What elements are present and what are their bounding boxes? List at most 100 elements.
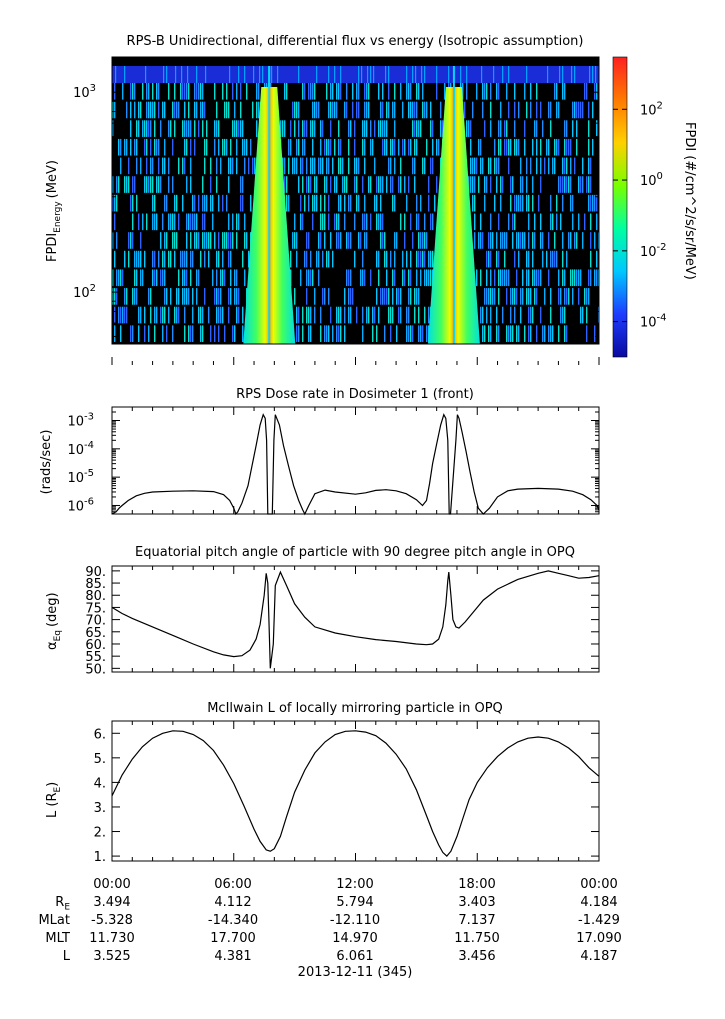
spectrogram-cell	[204, 101, 206, 119]
spectrogram-cell	[342, 157, 344, 175]
spectrogram-cell	[280, 120, 282, 137]
spectrogram-cell	[385, 66, 387, 83]
spectrogram-cell	[490, 213, 492, 231]
spectrogram-cell	[378, 250, 380, 268]
spectrogram-cell	[346, 101, 348, 119]
spectrogram-cell	[114, 250, 116, 268]
spectrogram-cell	[444, 83, 446, 100]
spectrogram-cell	[312, 101, 314, 119]
spectrogram-cell	[346, 83, 348, 100]
spectrogram-cell	[394, 232, 396, 249]
spectrogram-cell	[130, 83, 132, 100]
spectrogram-cell	[296, 306, 298, 324]
spectrogram-cell	[532, 269, 534, 287]
spectrogram-cell	[536, 157, 538, 175]
spectrogram-cell	[582, 232, 584, 249]
spectrogram-cell	[460, 66, 462, 83]
spectrogram-cell	[530, 101, 532, 119]
y-tick-label: 75.	[85, 601, 106, 616]
spectrogram-cell	[228, 101, 230, 119]
spectrogram-cell	[422, 157, 424, 175]
spectrogram-cell	[134, 288, 136, 305]
spectrogram-cell	[568, 288, 570, 305]
spectrogram-cell	[422, 83, 424, 100]
spectrogram-cell	[144, 176, 146, 193]
spectrogram-cell	[172, 138, 174, 156]
spectrogram-cell	[392, 306, 394, 324]
spectrogram-cell	[174, 194, 176, 212]
spectrogram-cell	[472, 101, 474, 119]
spectrogram-cell	[230, 138, 232, 156]
spectrogram-cell	[214, 288, 216, 305]
spectrogram-cell	[532, 194, 534, 212]
spectrogram-cell	[228, 176, 230, 193]
spectrogram-cell	[560, 306, 562, 324]
spectrogram-cell	[410, 269, 412, 287]
spectrogram-cell	[500, 176, 502, 193]
spectrogram-cell	[318, 101, 320, 119]
spectrogram-cell	[378, 120, 380, 137]
spectrogram-cell	[462, 83, 464, 100]
spectrogram-cell	[330, 176, 332, 193]
spectrogram-cell	[146, 176, 148, 193]
spectrogram-cell	[166, 66, 168, 83]
spectrogram-cell	[536, 101, 538, 119]
spectrogram-cell	[480, 232, 482, 249]
spectrogram-cell	[202, 306, 204, 324]
spectrogram-cell	[310, 306, 312, 324]
spectrogram-cell	[394, 269, 396, 287]
spectrogram-cell	[228, 250, 230, 268]
spectrogram-cell	[390, 325, 392, 342]
spectrogram-cell	[366, 306, 368, 324]
spectrogram-cell	[394, 250, 396, 268]
spectrogram-cell	[136, 157, 138, 175]
spectrogram-cell	[222, 269, 224, 287]
spectrogram-cell	[532, 306, 534, 324]
spectrogram-cell	[374, 157, 376, 175]
spectrogram-cell	[112, 120, 114, 137]
spectrogram-cell	[184, 269, 186, 287]
spectrogram-cell	[208, 306, 210, 324]
spectrogram-cell	[116, 176, 118, 193]
spectrogram-cell	[186, 288, 188, 305]
spectrogram-cell	[220, 269, 222, 287]
spectrogram-cell	[566, 138, 568, 156]
spectrogram-cell	[128, 157, 130, 175]
spectrogram-cell	[484, 176, 486, 193]
spectrogram-cell	[168, 157, 170, 175]
spectrogram-cell	[574, 269, 576, 287]
spectrogram-cell	[372, 325, 374, 342]
colorbar-frame	[612, 56, 628, 358]
spectrogram-cell	[420, 269, 422, 287]
spectrogram-cell	[216, 288, 218, 305]
spectrogram-cell	[510, 176, 512, 193]
spectrogram-cell	[326, 250, 328, 268]
spectrogram-cell	[304, 138, 306, 156]
spectrogram-cell	[526, 157, 528, 175]
spectrogram-cell	[556, 101, 558, 119]
spectrogram-cell	[490, 101, 492, 119]
spectrogram-cell	[116, 288, 118, 305]
spectrogram-cell	[128, 250, 130, 268]
spectrogram-cell	[506, 325, 508, 342]
spectrogram-cell	[222, 250, 224, 268]
spectrogram-cell	[568, 138, 570, 156]
spectrogram-cell	[232, 232, 234, 249]
spectrogram-cell	[314, 157, 316, 175]
spectrogram-cell	[496, 306, 498, 324]
spectrogram-cell	[474, 194, 476, 212]
spectrogram-cell	[415, 66, 417, 83]
spectrogram-cell	[138, 101, 140, 119]
spectrogram-cell	[372, 138, 374, 156]
spectrogram-cell	[402, 101, 404, 119]
mcilwain-l-axes: 1. 2. 3. 4. 5. 6.	[94, 720, 600, 865]
spectrogram-cell	[528, 213, 530, 231]
spectrogram-cell	[506, 269, 508, 287]
spectrogram-title: RPS-B Unidirectional, differential flux …	[127, 34, 584, 49]
spectrogram-cell	[532, 250, 534, 268]
spectrogram-cell	[530, 83, 532, 100]
spectrogram-cell	[476, 83, 478, 100]
spectrogram-cell	[472, 157, 474, 175]
spectrogram-cell	[198, 120, 200, 137]
spectrogram-cell	[404, 213, 406, 231]
